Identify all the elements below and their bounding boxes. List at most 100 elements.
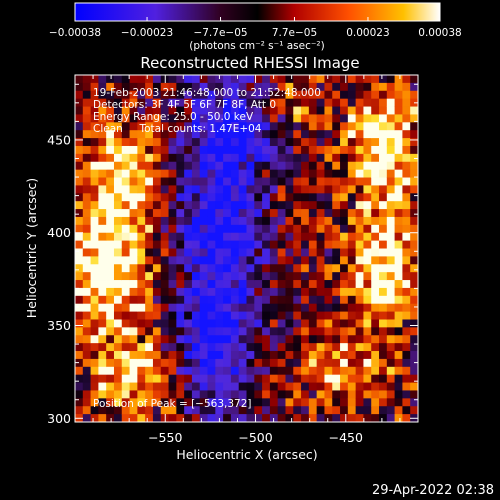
heatmap-cell <box>168 201 177 210</box>
heatmap-cell <box>347 114 357 123</box>
heatmap-cell <box>113 240 123 249</box>
heatmap-cell <box>262 382 271 391</box>
heatmap-cell <box>75 287 84 297</box>
heatmap-cell <box>262 145 271 155</box>
heatmap-cell <box>137 327 146 336</box>
heatmap-cell <box>301 209 310 218</box>
heatmap-cell <box>379 248 388 257</box>
heatmap-cell <box>176 256 185 265</box>
heatmap-cell <box>277 161 286 171</box>
heatmap-cell <box>410 287 419 297</box>
heatmap-cell <box>90 264 99 273</box>
heatmap-cell <box>262 319 271 328</box>
heatmap-cell <box>324 209 333 218</box>
heatmap-cell <box>277 272 286 281</box>
heatmap-cell <box>223 185 232 194</box>
heatmap-cell <box>332 122 341 131</box>
heatmap-cell <box>379 177 388 186</box>
heatmap-cell <box>176 145 185 155</box>
heatmap-cell <box>332 398 341 407</box>
heatmap-cell <box>277 248 286 257</box>
heatmap-cell <box>199 335 208 344</box>
heatmap-cell <box>410 335 419 344</box>
heatmap-cell <box>355 114 364 123</box>
heatmap-cell <box>207 114 216 123</box>
heatmap-cell <box>363 272 372 281</box>
heatmap-cell <box>215 145 224 155</box>
heatmap-cell <box>355 90 364 100</box>
heatmap-cell <box>246 280 255 289</box>
heatmap-cell <box>410 161 419 171</box>
heatmap-cell <box>230 240 240 249</box>
heatmap-cell <box>106 256 115 265</box>
heatmap-cell <box>363 138 372 147</box>
heatmap-cell <box>145 358 154 368</box>
heatmap-cell <box>176 382 185 391</box>
heatmap-cell <box>129 153 138 163</box>
heatmap-cell <box>269 240 279 249</box>
heatmap-cell <box>347 193 357 202</box>
heatmap-cell <box>75 343 84 352</box>
heatmap-cell <box>355 351 364 360</box>
heatmap-cell <box>75 264 84 273</box>
heatmap-cell <box>332 287 341 297</box>
heatmap-cell <box>340 374 349 383</box>
heatmap-cell <box>199 122 208 131</box>
heatmap-cell <box>137 351 146 360</box>
colorbar: −0.00038 −0.00023 −7.7e−05 7.7e−05 0.00023 0.… <box>49 2 462 52</box>
heatmap-cell <box>269 319 279 328</box>
heatmap-cell <box>379 193 388 202</box>
heatmap-cell <box>301 201 310 210</box>
x-axis-label: Heliocentric X (arcsec) <box>176 447 317 462</box>
heatmap-cell <box>308 240 318 249</box>
heatmap-cell <box>402 138 411 147</box>
heatmap-cell <box>207 122 216 131</box>
heatmap-cell <box>191 177 201 186</box>
heatmap-cell <box>223 90 232 100</box>
heatmap-cell <box>90 311 99 320</box>
heatmap-cell <box>262 240 271 249</box>
heatmap-cell <box>160 303 169 312</box>
heatmap-cell <box>137 414 146 423</box>
heatmap-cell <box>332 169 341 178</box>
heatmap-cell <box>160 122 169 131</box>
heatmap-cell <box>363 224 372 234</box>
heatmap-cell <box>379 90 388 100</box>
heatmap-cell <box>145 145 154 155</box>
heatmap-cell <box>324 161 333 171</box>
heatmap-cell <box>184 216 193 226</box>
heatmap-cell <box>262 90 271 100</box>
heatmap-cell <box>215 248 224 257</box>
heatmap-cell <box>355 366 364 376</box>
heatmap-cell <box>152 358 162 368</box>
heatmap-cell <box>129 374 138 383</box>
heatmap-cell <box>121 193 130 202</box>
heatmap-cell <box>145 75 154 84</box>
heatmap-cell <box>207 398 216 407</box>
heatmap-cell <box>199 98 208 107</box>
heatmap-cell <box>121 358 130 368</box>
heatmap-cell <box>347 90 357 100</box>
heatmap-cell <box>223 75 232 84</box>
heatmap-cell <box>152 177 162 186</box>
heatmap-cell <box>402 145 411 155</box>
heatmap-cell <box>137 145 146 155</box>
heatmap-cell <box>371 216 380 226</box>
heatmap-cell <box>176 327 185 336</box>
heatmap-cell <box>75 122 84 131</box>
heatmap-cell <box>98 303 107 312</box>
heatmap-cell <box>75 145 84 155</box>
heatmap-cell <box>332 138 341 147</box>
heatmap-cell <box>184 358 193 368</box>
heatmap-cell <box>238 327 247 336</box>
heatmap-cell <box>223 398 232 407</box>
heatmap-cell <box>145 390 154 399</box>
heatmap-cell <box>316 287 325 297</box>
heatmap-cell <box>199 114 208 123</box>
heatmap-cell <box>379 130 388 139</box>
heatmap-cell <box>145 224 154 234</box>
heatmap-cell <box>293 272 302 281</box>
heatmap-cell <box>410 327 419 336</box>
heatmap-cell <box>316 138 325 147</box>
heatmap-cell <box>168 390 177 399</box>
